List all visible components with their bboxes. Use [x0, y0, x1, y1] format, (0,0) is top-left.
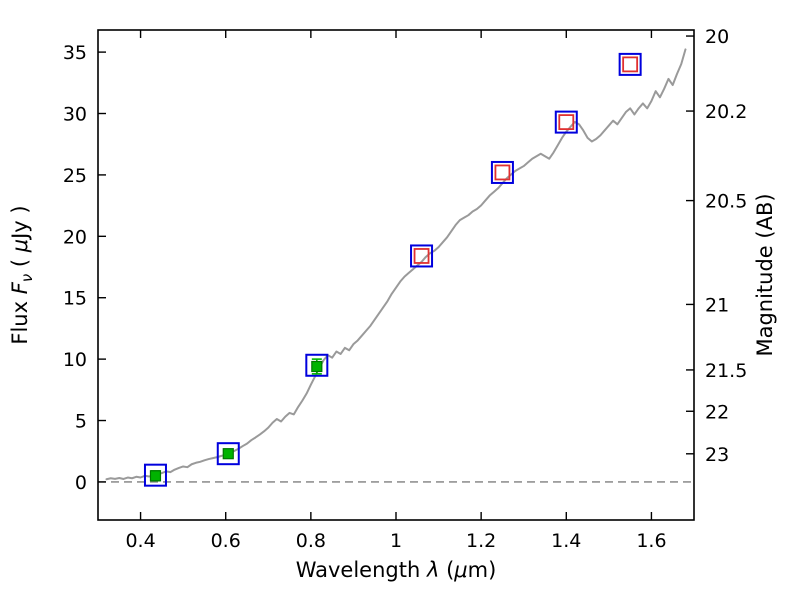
model-photometry-series: [143, 52, 642, 487]
y-tick-label-left: 30: [63, 104, 87, 126]
model-photometry-marker: [490, 160, 514, 184]
plot-layer: 0.4 0.6 0.8 1 1.2 1.4 1.6 0 5 10 15 20 25 30 35 20 20.2 2…: [63, 26, 748, 552]
y-tick-label-right: 20: [705, 26, 729, 48]
observed-optical-photometry-marker: [149, 470, 162, 482]
model-photometry-marker: [618, 52, 642, 76]
observed-infrared-photometry-series: [413, 56, 639, 264]
y-tick-label-right: 21: [705, 294, 729, 316]
y-tick-label-right: 21.5: [705, 360, 747, 382]
x-tick-label: 0.6: [211, 530, 241, 552]
y-tick-label-right: 20.5: [705, 191, 747, 213]
x-tick-label: 0.8: [296, 530, 326, 552]
y-tick-label-left: 0: [75, 472, 87, 494]
observed-infrared-photometry-marker: [558, 114, 575, 131]
y-tick-label-left: 35: [63, 42, 87, 64]
spectrum-line: [105, 48, 687, 481]
x-tick-label: 0.4: [125, 530, 155, 552]
y-tick-label-left: 5: [75, 411, 87, 433]
model-photometry-marker: [410, 244, 434, 268]
x-axis-label: Wavelength λ (μm): [296, 558, 497, 582]
observed-infrared-photometry-marker: [494, 164, 511, 181]
y-tick-label-right: 20.2: [705, 101, 747, 123]
y-tick-label-right: 23: [705, 444, 729, 466]
model-photometry-marker: [216, 442, 240, 466]
y-tick-label-left: 20: [63, 226, 87, 248]
observed-optical-photometry-series: [149, 358, 323, 482]
x-tick-label: 1.4: [551, 530, 581, 552]
observed-optical-photometry-marker: [222, 448, 234, 460]
y-tick-label-left: 10: [63, 349, 87, 371]
model-photometry-marker: [305, 353, 329, 377]
observed-optical-photometry-marker: [311, 360, 323, 373]
axes-frame: [97, 29, 695, 521]
y-axis-label-right: Magnitude (AB): [753, 193, 777, 356]
model-photometry-marker: [554, 110, 578, 134]
observed-infrared-photometry-marker: [622, 56, 639, 73]
model-photometry-marker: [143, 463, 167, 487]
x-tick-label: 1.6: [636, 530, 666, 552]
x-tick-label: 1: [390, 530, 402, 552]
y-tick-label-left: 15: [63, 288, 87, 310]
y-tick-label-right: 22: [705, 401, 729, 423]
observed-infrared-photometry-marker: [413, 248, 430, 264]
y-axis-label-left: Flux Fν ( μJy ): [8, 205, 36, 344]
y-tick-label-left: 25: [63, 165, 87, 187]
x-tick-label: 1.2: [466, 530, 496, 552]
